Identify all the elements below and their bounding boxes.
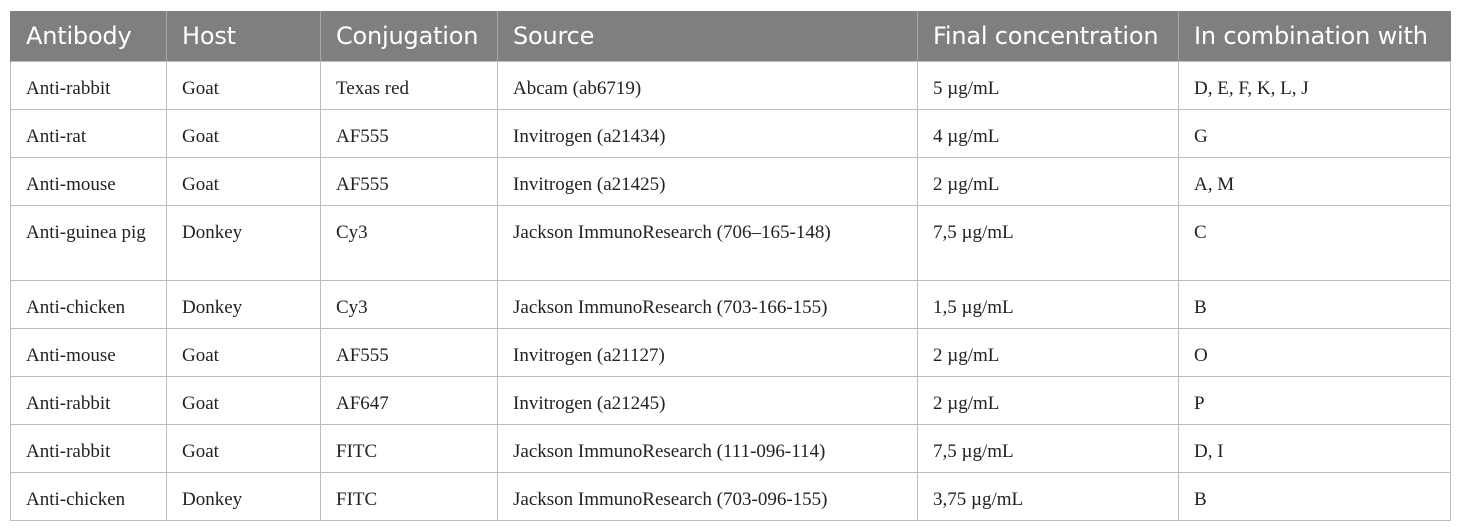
cell-antibody: Anti-chicken: [10, 280, 167, 329]
table-row: Anti-rabbit Goat FITC Jackson ImmunoRese…: [10, 424, 1451, 473]
cell-source: Jackson ImmunoResearch (703-166-155): [497, 280, 918, 329]
cell-conjugation: FITC: [320, 472, 498, 521]
cell-final-concentration: 2 µg/mL: [917, 157, 1179, 206]
cell-host: Goat: [166, 376, 321, 425]
table-row: Anti-rabbit Goat Texas red Abcam (ab6719…: [10, 61, 1451, 110]
cell-source: Jackson ImmunoResearch (703-096-155): [497, 472, 918, 521]
cell-in-combination-with: P: [1178, 376, 1451, 425]
cell-source: Invitrogen (a21245): [497, 376, 918, 425]
cell-in-combination-with: B: [1178, 280, 1451, 329]
cell-host: Donkey: [166, 472, 321, 521]
cell-source: Invitrogen (a21425): [497, 157, 918, 206]
cell-host: Goat: [166, 109, 321, 158]
cell-antibody: Anti-mouse: [10, 157, 167, 206]
header-final-concentration: Final concentration: [917, 11, 1179, 62]
cell-host: Goat: [166, 424, 321, 473]
table-row: Anti-rabbit Goat AF647 Invitrogen (a2124…: [10, 376, 1451, 425]
cell-in-combination-with: A, M: [1178, 157, 1451, 206]
cell-in-combination-with: B: [1178, 472, 1451, 521]
cell-host: Donkey: [166, 205, 321, 281]
cell-final-concentration: 4 µg/mL: [917, 109, 1179, 158]
cell-final-concentration: 2 µg/mL: [917, 376, 1179, 425]
header-in-combination-with: In combination with: [1178, 11, 1451, 62]
cell-host: Goat: [166, 328, 321, 377]
table-row: Anti-rat Goat AF555 Invitrogen (a21434) …: [10, 109, 1451, 158]
cell-conjugation: Cy3: [320, 205, 498, 281]
cell-antibody: Anti-guinea pig: [10, 205, 167, 281]
cell-source: Jackson ImmunoResearch (111-096-114): [497, 424, 918, 473]
antibody-table-container: Antibody Host Conjugation Source Final c…: [10, 11, 1451, 521]
cell-final-concentration: 7,5 µg/mL: [917, 205, 1179, 281]
cell-source: Abcam (ab6719): [497, 61, 918, 110]
cell-in-combination-with: C: [1178, 205, 1451, 281]
cell-in-combination-with: D, E, F, K, L, J: [1178, 61, 1451, 110]
cell-in-combination-with: G: [1178, 109, 1451, 158]
table-row: Anti-chicken Donkey Cy3 Jackson ImmunoRe…: [10, 280, 1451, 329]
cell-antibody: Anti-rat: [10, 109, 167, 158]
table-row: Anti-mouse Goat AF555 Invitrogen (a21425…: [10, 157, 1451, 206]
cell-final-concentration: 2 µg/mL: [917, 328, 1179, 377]
cell-in-combination-with: D, I: [1178, 424, 1451, 473]
cell-host: Donkey: [166, 280, 321, 329]
cell-conjugation: Texas red: [320, 61, 498, 110]
cell-final-concentration: 5 µg/mL: [917, 61, 1179, 110]
cell-source: Invitrogen (a21127): [497, 328, 918, 377]
cell-host: Goat: [166, 61, 321, 110]
antibody-table: Antibody Host Conjugation Source Final c…: [10, 11, 1451, 521]
header-antibody: Antibody: [10, 11, 167, 62]
cell-host: Goat: [166, 157, 321, 206]
cell-conjugation: AF555: [320, 157, 498, 206]
cell-antibody: Anti-mouse: [10, 328, 167, 377]
cell-source: Invitrogen (a21434): [497, 109, 918, 158]
cell-final-concentration: 1,5 µg/mL: [917, 280, 1179, 329]
table-row: Anti-mouse Goat AF555 Invitrogen (a21127…: [10, 328, 1451, 377]
cell-conjugation: AF647: [320, 376, 498, 425]
cell-in-combination-with: O: [1178, 328, 1451, 377]
header-host: Host: [166, 11, 321, 62]
header-source: Source: [497, 11, 918, 62]
cell-source: Jackson ImmunoResearch (706–165-148): [497, 205, 918, 281]
cell-final-concentration: 7,5 µg/mL: [917, 424, 1179, 473]
cell-antibody: Anti-chicken: [10, 472, 167, 521]
header-conjugation: Conjugation: [320, 11, 498, 62]
header-row: Antibody Host Conjugation Source Final c…: [10, 11, 1451, 62]
table-row: Anti-chicken Donkey FITC Jackson ImmunoR…: [10, 472, 1451, 521]
cell-antibody: Anti-rabbit: [10, 376, 167, 425]
cell-conjugation: FITC: [320, 424, 498, 473]
cell-antibody: Anti-rabbit: [10, 424, 167, 473]
table-row: Anti-guinea pig Donkey Cy3 Jackson Immun…: [10, 205, 1451, 281]
cell-final-concentration: 3,75 µg/mL: [917, 472, 1179, 521]
cell-antibody: Anti-rabbit: [10, 61, 167, 110]
cell-conjugation: AF555: [320, 328, 498, 377]
cell-conjugation: Cy3: [320, 280, 498, 329]
cell-conjugation: AF555: [320, 109, 498, 158]
